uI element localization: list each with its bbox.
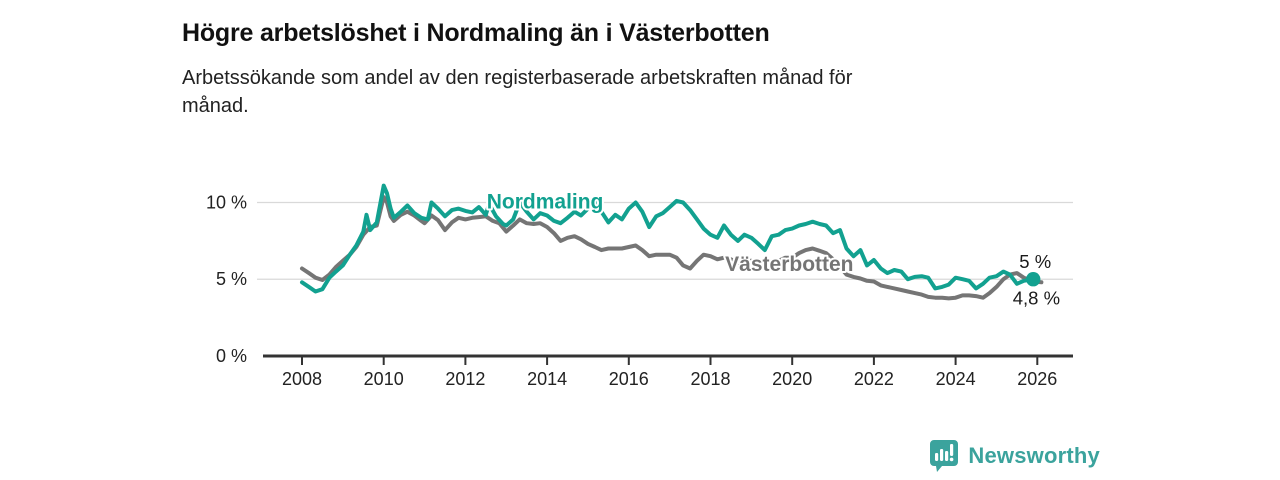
end-value-label-nordmaling: 5 % [1019,251,1051,272]
newsworthy-branding: Newsworthy [929,439,1100,472]
x-tick-label-2016: 2016 [609,369,649,389]
x-tick-label-2024: 2024 [936,369,976,389]
newsworthy-logo-icon [930,440,959,472]
x-tick-label-2026: 2026 [1017,369,1057,389]
chart-title: Högre arbetslöshet i Nordmaling än i Väs… [182,18,770,47]
end-value-label-västerbotten: 4,8 % [1013,287,1060,308]
y-tick-label-5pct: 5 % [216,269,247,289]
chart-subtitle-line-1: Arbetssökande som andel av den registerb… [182,67,853,89]
series-end-dot-nordmaling [1026,272,1041,287]
newsworthy-brand-name: Newsworthy [968,442,1100,468]
series-label-nordmaling: Nordmaling [487,191,604,214]
x-tick-label-2008: 2008 [282,369,322,389]
x-tick-label-2012: 2012 [445,369,485,389]
series-line-nordmaling [300,183,1036,294]
x-tick-label-2014: 2014 [527,369,567,389]
chart-subtitle-line-2: månad. [182,95,249,117]
chart-subtitle: Arbetssökande som andel av den registerb… [182,64,1082,120]
y-tick-label-0pct: 0 % [216,346,247,366]
series-line-västerbotten [300,195,1044,301]
x-tick-label-2020: 2020 [772,369,812,389]
series-label-västerbotten: Västerbotten [725,253,853,276]
y-tick-label-10pct: 10 % [206,192,247,212]
x-tick-label-2010: 2010 [364,369,404,389]
x-tick-label-2018: 2018 [690,369,730,389]
x-tick-label-2022: 2022 [854,369,894,389]
